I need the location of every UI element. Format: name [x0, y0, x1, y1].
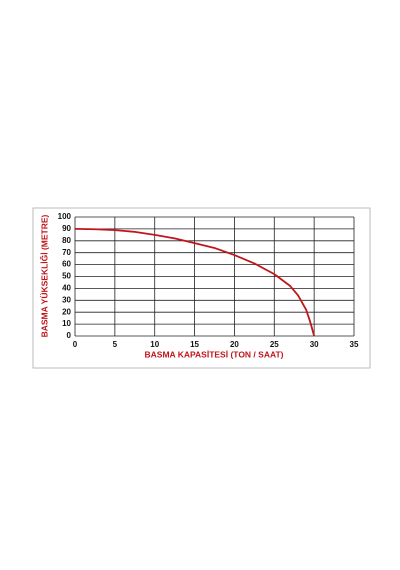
y-tick-label: 0 [67, 331, 72, 340]
y-tick-label: 20 [62, 307, 71, 316]
chart-frame [32, 207, 371, 369]
x-tick-label: 15 [190, 340, 199, 349]
x-tick-label: 5 [113, 340, 118, 349]
y-tick-label: 70 [62, 248, 71, 257]
x-tick-label: 0 [73, 340, 78, 349]
y-tick-label: 10 [62, 319, 71, 328]
x-tick-label: 10 [150, 340, 159, 349]
x-axis-label: BASMA KAPASİTESİ (TON / SAAT) [145, 349, 284, 359]
y-tick-label: 100 [58, 212, 72, 221]
y-tick-label: 90 [62, 224, 71, 233]
y-tick-label: 40 [62, 284, 71, 293]
y-axis-label: BASMA YÜKSEKLİĞİ (METRE) [38, 214, 49, 337]
y-tick-label: 50 [62, 272, 71, 281]
line [74, 228, 316, 337]
y-tick-label: 80 [62, 236, 71, 245]
x-tick-label: 25 [270, 340, 279, 349]
x-tick-label: 35 [350, 340, 359, 349]
x-tick-label: 20 [230, 340, 239, 349]
x-tick-label: 30 [310, 340, 319, 349]
y-tick-label: 60 [62, 260, 71, 269]
y-tick-label: 30 [62, 295, 71, 304]
